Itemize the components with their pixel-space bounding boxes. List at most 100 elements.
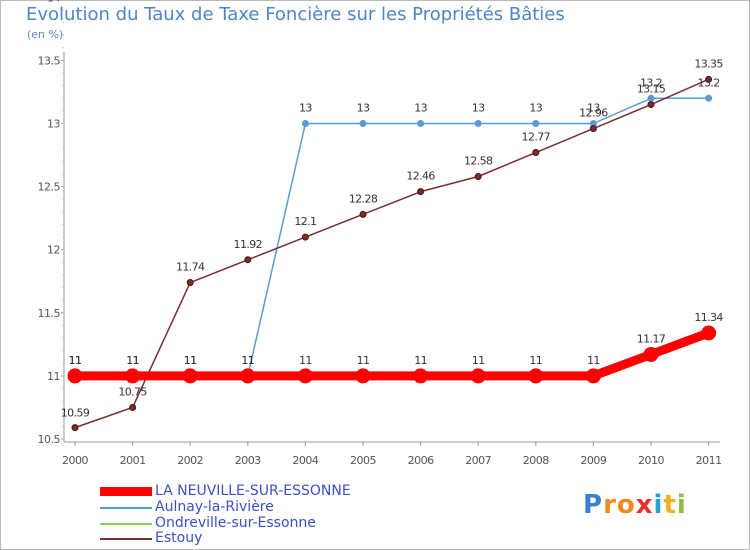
data-label-3: 12.96 — [579, 107, 608, 120]
legend-label-estouy: Estouy — [155, 530, 203, 546]
data-label-1: 11 — [184, 354, 197, 367]
logo-letter: r — [603, 490, 617, 520]
data-label-1: 11 — [126, 354, 139, 367]
logo-letter: o — [616, 490, 636, 520]
series-line-1 — [74, 97, 710, 377]
legend-label-aulnay: Aulnay-la-Rivière — [155, 499, 274, 515]
series-point-0 — [643, 346, 659, 362]
x-tick-label: 2003 — [235, 454, 261, 467]
series-point-1 — [359, 120, 367, 127]
data-label-0: 11.34 — [694, 311, 723, 324]
data-label-0: 11 — [69, 354, 82, 367]
y-unit-label: (en %) — [27, 28, 64, 41]
y-tick-label: 12.5 — [38, 181, 61, 194]
series-point-3 — [705, 75, 713, 83]
series-point-0 — [355, 368, 371, 384]
y-tick-label: 13.5 — [38, 54, 61, 67]
data-label-3: 10.59 — [61, 407, 90, 420]
data-label-3: 12.1 — [294, 215, 316, 228]
x-tick-label: 2008 — [523, 454, 549, 467]
data-label-1: 13 — [529, 102, 542, 115]
x-tick-label: 2009 — [580, 454, 606, 467]
legend-swatch-estouy — [100, 538, 152, 540]
logo-letter: t — [663, 490, 677, 520]
y-tick-label: 12 — [47, 244, 60, 257]
line-chart: 10.51111.51212.51313.51414.51515.51616.5… — [38, 0, 725, 467]
series-point-0 — [240, 368, 256, 384]
data-label-3: 12.77 — [522, 131, 551, 144]
logo-letter: i — [676, 490, 687, 520]
series-point-1 — [532, 120, 540, 127]
series-point-1 — [417, 120, 425, 127]
data-label-1: 13 — [299, 102, 312, 115]
data-label-0: 11 — [472, 354, 485, 367]
data-label-3: 11.74 — [176, 261, 205, 274]
series-point-3 — [417, 188, 425, 196]
data-label-1: 13 — [472, 102, 485, 115]
series-point-3 — [244, 256, 252, 264]
series-point-3 — [71, 424, 79, 432]
series-line-0 — [70, 328, 714, 381]
data-label-0: 11 — [184, 354, 197, 367]
legend-swatch-la-neuville — [100, 487, 152, 496]
data-label-0: 11 — [126, 354, 139, 367]
x-tick-label: 2006 — [408, 454, 434, 467]
x-tick-label: 2010 — [638, 454, 664, 467]
data-label-0: 11 — [299, 354, 312, 367]
data-label-3: 11.92 — [234, 238, 263, 251]
series-point-0 — [125, 368, 141, 384]
series-point-1 — [301, 120, 309, 127]
proxiti-logo: Proxiti — [583, 490, 687, 520]
data-label-3: 12.28 — [349, 192, 378, 205]
data-label-0: 11 — [241, 354, 254, 367]
data-label-0: 11 — [414, 354, 427, 367]
data-label-1: 13 — [587, 102, 600, 115]
legend-swatch-aulnay — [100, 507, 152, 509]
data-label-3: 12.58 — [464, 155, 493, 168]
logo-letter: P — [583, 490, 604, 520]
data-label-1: 13.2 — [640, 76, 662, 89]
series-point-1 — [474, 120, 482, 127]
series-point-0 — [528, 368, 544, 384]
y-tick-label: 13 — [47, 118, 60, 131]
data-label-3: 13.35 — [694, 57, 723, 70]
series-point-0 — [585, 368, 601, 384]
series-point-0 — [182, 368, 198, 384]
data-label-1: 13 — [414, 102, 427, 115]
data-label-0: 11 — [357, 354, 370, 367]
x-tick-label: 2001 — [120, 454, 146, 467]
series-point-0 — [297, 368, 313, 384]
logo-letter: i — [653, 490, 664, 520]
data-label-0: 11 — [587, 354, 600, 367]
series-point-0 — [470, 368, 486, 384]
data-label-3: 12.46 — [406, 170, 435, 183]
logo-letter: x — [635, 490, 654, 520]
series-point-3 — [589, 125, 597, 133]
series-point-3 — [359, 210, 367, 218]
series-point-1 — [647, 94, 655, 102]
series-line-3 — [74, 78, 710, 429]
series-point-1 — [705, 94, 713, 102]
data-label-1: 13 — [357, 102, 370, 115]
y-tick-label: 11 — [47, 370, 60, 383]
x-tick-label: 2005 — [350, 454, 376, 467]
data-label-1: 11 — [241, 354, 254, 367]
series-point-3 — [474, 173, 482, 181]
legend-label-la-neuville: LA NEUVILLE-SUR-ESSONNE — [155, 483, 351, 499]
series-point-0 — [413, 368, 429, 384]
data-label-1: 11 — [69, 354, 82, 367]
series-point-3 — [647, 101, 655, 109]
series-point-0 — [67, 368, 83, 384]
series-point-0 — [701, 325, 717, 341]
data-label-0: 11.17 — [637, 332, 666, 345]
x-tick-label: 2011 — [696, 454, 722, 467]
y-tick-label: 10.5 — [38, 433, 61, 446]
series-point-3 — [532, 149, 540, 157]
x-tick-label: 2007 — [465, 454, 491, 467]
data-label-1: 13.2 — [698, 76, 720, 89]
chart-title: Evolution du Taux de Taxe Foncière sur l… — [26, 4, 565, 25]
legend-swatch-ondreville — [100, 523, 152, 525]
series-point-3 — [186, 279, 194, 287]
x-tick-label: 2002 — [177, 454, 203, 467]
y-tick-label: 14 — [47, 0, 60, 4]
